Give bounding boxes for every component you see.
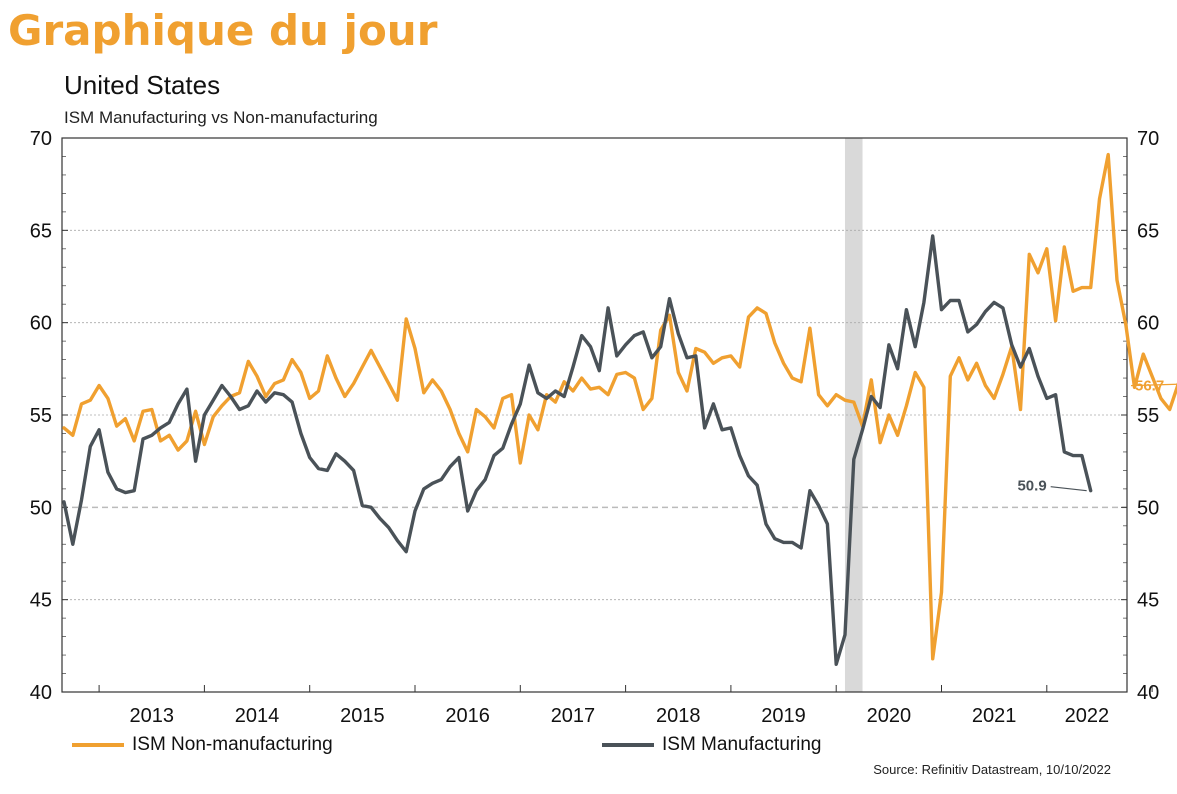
header-title: Graphique du jour [8, 6, 438, 55]
y-tick-right-50: 50 [1137, 497, 1159, 519]
legend-label-manufacturing: ISM Manufacturing [662, 734, 822, 755]
x-tick-label-2017: 2017 [551, 705, 596, 727]
plot-frame [61, 137, 1128, 693]
y-tick-right-65: 65 [1137, 220, 1159, 242]
x-tick-label-2019: 2019 [761, 705, 806, 727]
legend-label-non-manufacturing: ISM Non-manufacturing [132, 734, 333, 755]
end-label-connector-non-manufacturing [1130, 383, 1177, 387]
y-tick-left-65: 65 [30, 220, 52, 242]
chart-title: United States [64, 70, 221, 100]
legend-swatch-non-manufacturing [72, 743, 124, 747]
y-tick-left-40: 40 [30, 682, 52, 704]
legend-item-manufacturing: ISM Manufacturing [602, 734, 821, 756]
y-tick-right-60: 60 [1137, 313, 1159, 335]
source-note: Source: Refinitiv Datastream, 10/10/2022 [873, 762, 1111, 777]
x-tick-label-2016: 2016 [445, 705, 490, 727]
y-tick-right-45: 45 [1137, 590, 1159, 612]
y-tick-left-45: 45 [30, 590, 52, 612]
legend-item-non-manufacturing: ISM Non-manufacturing [72, 734, 333, 756]
x-tick-label-2014: 2014 [235, 705, 280, 727]
y-tick-left-50: 50 [30, 497, 52, 519]
chart-subtitle: ISM Manufacturing vs Non-manufacturing [64, 108, 378, 127]
y-tick-right-55: 55 [1137, 405, 1159, 427]
y-tick-right-40: 40 [1137, 682, 1159, 704]
y-tick-left-60: 60 [30, 313, 52, 335]
x-tick-label-2015: 2015 [340, 705, 385, 727]
series-line-non-manufacturing [62, 152, 1177, 661]
x-tick-label-2022: 2022 [1065, 705, 1110, 727]
x-tick-label-2018: 2018 [656, 705, 701, 727]
end-label-non-manufacturing: 56.7 [1135, 378, 1164, 395]
legend-swatch-manufacturing [602, 743, 654, 747]
x-tick-label-2013: 2013 [130, 705, 175, 727]
y-tick-left-70: 70 [30, 128, 52, 150]
series-line-manufacturing [62, 234, 1093, 666]
end-label-manufacturing: 50.9 [1017, 478, 1046, 495]
y-tick-left-55: 55 [30, 405, 52, 427]
x-tick-label-2020: 2020 [867, 705, 912, 727]
x-tick-label-2021: 2021 [972, 705, 1017, 727]
end-label-connector-manufacturing [1050, 486, 1087, 492]
y-tick-right-70: 70 [1137, 128, 1159, 150]
